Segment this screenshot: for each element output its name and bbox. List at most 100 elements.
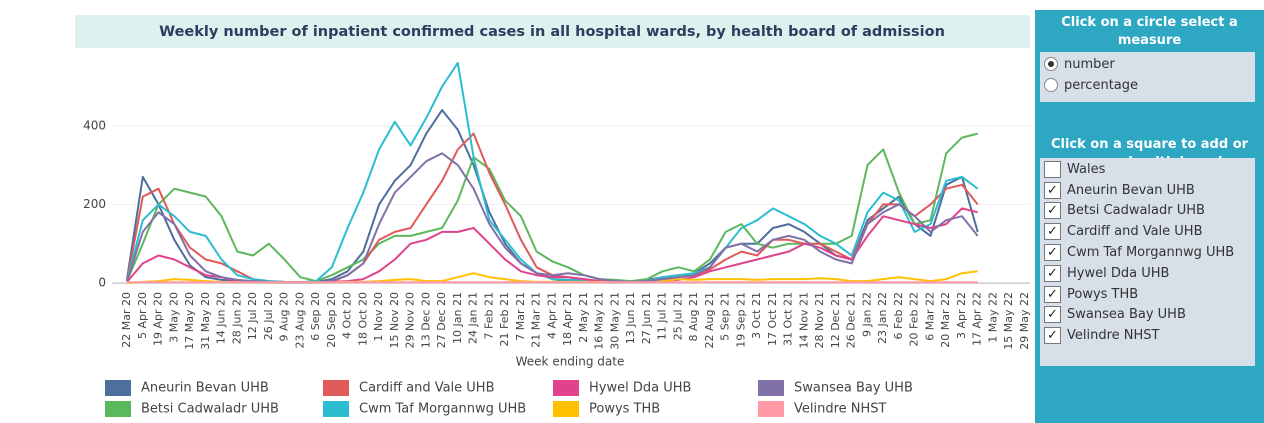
measure-option[interactable]: number [1040,54,1255,75]
x-tick-label: 20 Mar 22 [939,292,952,348]
x-tick-label: 25 Jul 21 [671,292,684,340]
board-label: Swansea Bay UHB [1067,307,1186,323]
x-tick-label: 18 Apr 21 [561,292,574,346]
x-tick-label: 18 Oct 20 [356,292,369,346]
board-option[interactable]: ✓ Velindre NHST [1040,325,1255,346]
x-tick-label: 31 May 20 [199,292,212,350]
x-tick-label: 16 May 21 [593,292,606,350]
x-tick-label: 24 Jan 21 [467,292,480,344]
legend-label: Cardiff and Vale UHB [359,381,495,396]
board-label: Aneurin Bevan UHB [1067,182,1195,198]
x-tick-label: 11 Jul 21 [656,292,669,340]
legend-label: Powys THB [589,402,660,417]
x-tick-label: 3 May 20 [167,292,180,343]
x-tick-label: 28 Jun 20 [230,292,243,344]
checkbox: ✓ [1044,327,1061,345]
board-option[interactable]: ✓ Betsi Cadwaladr UHB [1040,201,1255,222]
legend-label: Swansea Bay UHB [794,381,913,396]
x-tick-label: 8 Aug 21 [687,292,700,341]
x-tick-label: 29 Nov 20 [404,292,417,348]
x-tick-label: 26 Dec 21 [845,292,858,348]
x-tick-label: 12 Jul 20 [246,292,259,340]
board-label: Cwm Taf Morgannwg UHB [1067,245,1235,261]
x-tick-label: 6 Sep 20 [309,292,322,341]
x-tick-label: 7 Mar 21 [514,292,527,341]
radio-button [1044,57,1058,72]
measure-label: number [1064,56,1115,72]
x-tick-label: 5 Sep 21 [719,292,732,341]
x-tick-label: 19 Sep 21 [734,292,747,348]
checkbox: ✓ [1044,223,1061,241]
board-label: Cardiff and Vale UHB [1067,224,1203,240]
legend-swatch [323,401,349,417]
x-tick-label: 20 Sep 20 [325,292,338,348]
x-axis-label: Week ending date [516,355,625,369]
x-tick-label: 14 Jun 20 [215,292,228,344]
x-tick-label: 30 May 21 [608,292,621,350]
legend-label: Hywel Dda UHB [589,381,691,396]
x-tick-label: 6 Feb 22 [892,292,905,339]
y-tick-label: 200 [83,197,106,211]
x-tick-label: 27 Jun 21 [640,292,653,344]
measure-box: number percentage [1040,52,1255,102]
x-tick-label: 21 Feb 21 [498,292,511,346]
x-tick-label: 22 Aug 21 [703,292,716,348]
measure-option[interactable]: percentage [1040,75,1255,96]
checkbox: ✓ [1044,264,1061,282]
x-tick-label: 4 Oct 20 [341,292,354,339]
x-tick-label: 6 Mar 22 [923,292,936,341]
control-panel: Click on a circle select a measure numbe… [1035,10,1264,423]
x-tick-label: 1 Nov 20 [372,292,385,341]
board-option[interactable]: ✓ Hywel Dda UHB [1040,263,1255,284]
series-line [126,61,979,284]
series-line [126,152,979,284]
board-option[interactable]: ✓ Swansea Bay UHB [1040,305,1255,326]
board-label: Velindre NHST [1067,328,1160,344]
x-tick-label: 17 May 20 [183,292,196,350]
x-tick-label: 23 Jan 22 [876,292,889,344]
x-tick-label: 2 May 21 [577,292,590,343]
x-tick-label: 19 Apr 20 [152,292,165,346]
x-tick-label: 1 May 22 [986,292,999,343]
legend-swatch [758,401,784,417]
x-tick-label: 17 Apr 22 [971,292,984,346]
x-tick-label: 7 Feb 21 [482,292,495,339]
series-line [126,207,978,284]
board-label: Betsi Cadwaladr UHB [1067,203,1205,219]
checkbox: ✓ [1044,181,1061,199]
board-option[interactable]: ✓ Cwm Taf Morgannwg UHB [1040,242,1255,263]
x-tick-label: 9 Aug 20 [278,292,291,341]
board-option[interactable]: ✓ Aneurin Bevan UHB [1040,180,1255,201]
checkbox: ✓ [1044,202,1061,220]
x-tick-label: 17 Oct 21 [766,292,779,346]
board-option[interactable]: Wales [1040,159,1255,180]
chart-title: Weekly number of inpatient confirmed cas… [159,24,945,40]
y-tick-label: 400 [83,118,106,132]
x-tick-label: 15 May 22 [1002,292,1015,350]
legend-swatch [105,401,131,417]
y-tick-label: 0 [98,276,106,290]
legend-label: Velindre NHST [794,402,887,417]
checkbox: ✓ [1044,244,1061,262]
x-tick-label: 13 Jun 21 [624,292,637,344]
legend-swatch [105,380,131,396]
x-tick-label: 10 Jan 21 [451,292,464,344]
radio-button [1044,78,1058,93]
title-band [75,15,1030,48]
x-tick-label: 13 Dec 20 [419,292,432,348]
legend-swatch [553,380,579,396]
board-option[interactable]: ✓ Powys THB [1040,284,1255,305]
x-tick-label: 31 Oct 21 [782,292,795,346]
checkbox [1044,160,1061,178]
x-tick-label: 23 Aug 20 [293,292,306,348]
board-label: Hywel Dda UHB [1067,265,1170,281]
legend-swatch [323,380,349,396]
measure-label: percentage [1064,77,1139,93]
x-tick-label: 14 Nov 21 [797,292,810,348]
x-tick-label: 3 Oct 21 [750,292,763,339]
legend-label: Aneurin Bevan UHB [141,381,269,396]
board-box: Wales ✓ Aneurin Bevan UHB ✓ Betsi Cadwaladr … [1040,158,1255,366]
x-tick-label: 15 Nov 20 [388,292,401,348]
board-option[interactable]: ✓ Cardiff and Vale UHB [1040,221,1255,242]
